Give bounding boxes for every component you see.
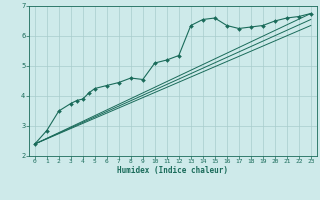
X-axis label: Humidex (Indice chaleur): Humidex (Indice chaleur) xyxy=(117,166,228,175)
